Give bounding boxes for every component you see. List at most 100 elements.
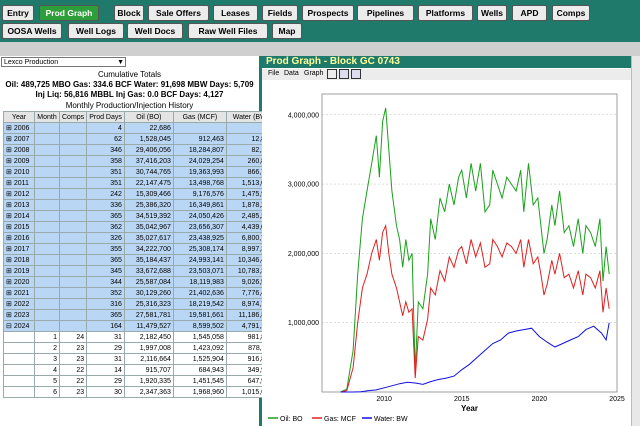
y-tick-label: 3,000,000 bbox=[288, 182, 319, 189]
nav-button-apd[interactable]: APD bbox=[512, 5, 547, 21]
expand-icon[interactable]: ⊞ bbox=[6, 158, 12, 165]
nav-button-platforms[interactable]: Platforms bbox=[418, 5, 473, 21]
menu-data[interactable]: Data bbox=[284, 70, 299, 77]
table-row[interactable]: 6 23 30 2,347,363 1,968,960 1,015,691 bbox=[3, 386, 276, 398]
nav-button-comps[interactable]: Comps bbox=[552, 5, 590, 21]
table-row[interactable]: ⊞ 2017 355 34,222,700 25,308,174 8,997,366 bbox=[3, 243, 276, 255]
expand-icon[interactable]: ⊞ bbox=[6, 169, 12, 176]
menu-graph[interactable]: Graph bbox=[304, 70, 324, 77]
table-cell: 33,672,688 bbox=[123, 265, 174, 277]
table-row[interactable]: ⊞ 2014 365 34,519,392 24,050,426 2,485,229 bbox=[3, 210, 276, 222]
nav-button-entry[interactable]: Entry bbox=[2, 5, 34, 21]
table-row[interactable]: 2 23 29 1,997,008 1,423,092 878,911 bbox=[3, 342, 276, 354]
table-row[interactable]: ⊞ 2013 336 25,386,320 16,349,861 1,878,217 bbox=[3, 199, 276, 211]
expand-icon[interactable]: ⊞ bbox=[6, 246, 12, 253]
collapse-icon[interactable]: ⊟ bbox=[6, 323, 12, 330]
expand-icon[interactable]: ⊞ bbox=[6, 312, 12, 319]
nav-button-well-logs[interactable]: Well Logs bbox=[68, 23, 124, 39]
nav-button-raw-well-files[interactable]: Raw Well Files bbox=[188, 23, 268, 39]
table-cell: ⊞ 2007 bbox=[3, 133, 35, 145]
print-icon[interactable] bbox=[327, 69, 337, 79]
table-row[interactable]: 4 22 14 915,707 684,943 349,960 bbox=[3, 364, 276, 376]
nav-button-prod-graph[interactable]: Prod Graph bbox=[39, 5, 99, 21]
table-cell: 29,406,056 bbox=[123, 144, 174, 156]
vertical-scrollbar[interactable] bbox=[631, 56, 640, 426]
table-row[interactable]: ⊞ 2006 4 22,686 bbox=[3, 122, 276, 134]
table-cell: 34,222,700 bbox=[123, 243, 174, 255]
table-cell: 14 bbox=[86, 364, 125, 376]
expand-icon[interactable]: ⊞ bbox=[6, 290, 12, 297]
zoom-icon[interactable] bbox=[351, 69, 361, 79]
table-row[interactable]: ⊞ 2016 326 35,027,617 23,438,925 6,800,722 bbox=[3, 232, 276, 244]
table-row[interactable]: ⊞ 2009 358 37,416,203 24,029,254 260,881 bbox=[3, 155, 276, 167]
table-cell: ⊞ 2020 bbox=[3, 276, 35, 288]
expand-icon[interactable]: ⊞ bbox=[6, 213, 12, 220]
table-cell: 2,116,664 bbox=[123, 353, 174, 365]
expand-icon[interactable]: ⊞ bbox=[6, 235, 12, 242]
nav-button-block[interactable]: Block bbox=[114, 5, 144, 21]
chart-icon[interactable] bbox=[339, 69, 349, 79]
table-row[interactable]: ⊞ 2018 365 35,184,437 24,993,141 10,346,459 bbox=[3, 254, 276, 266]
table-row[interactable]: 3 23 31 2,116,664 1,525,904 916,873 bbox=[3, 353, 276, 365]
table-row[interactable]: 1 24 31 2,182,450 1,545,058 981,838 bbox=[3, 331, 276, 343]
expand-icon[interactable]: ⊞ bbox=[6, 136, 12, 143]
nav-button-map[interactable]: Map bbox=[272, 23, 302, 39]
table-cell: 22 bbox=[58, 375, 88, 387]
nav-button-pipelines[interactable]: Pipelines bbox=[357, 5, 414, 21]
operator-select[interactable]: Lexco Production ▼ bbox=[1, 57, 126, 67]
column-header[interactable]: Comps bbox=[58, 111, 88, 123]
nav-button-leases[interactable]: Leases bbox=[213, 5, 258, 21]
expand-icon[interactable]: ⊞ bbox=[6, 268, 12, 275]
table-row[interactable]: ⊞ 2022 316 25,316,323 18,219,542 8,974,712 bbox=[3, 298, 276, 310]
column-header[interactable]: Oil (BO) bbox=[123, 111, 174, 123]
table-row[interactable]: ⊞ 2012 242 15,309,466 9,176,576 1,475,917 bbox=[3, 188, 276, 200]
history-title: Monthly Production/Injection History bbox=[65, 101, 194, 110]
column-header[interactable]: Month bbox=[34, 111, 60, 123]
table-cell: 1,545,058 bbox=[172, 331, 227, 343]
table-cell: 21,402,636 bbox=[172, 287, 227, 299]
table-row[interactable]: 5 22 29 1,920,335 1,451,545 647,919 bbox=[3, 375, 276, 387]
menu-file[interactable]: File bbox=[268, 70, 280, 77]
expand-icon[interactable]: ⊞ bbox=[6, 180, 12, 187]
expand-icon[interactable]: ⊞ bbox=[6, 279, 12, 286]
expand-icon[interactable]: ⊞ bbox=[6, 147, 12, 154]
table-cell bbox=[34, 122, 60, 134]
table-row[interactable]: ⊞ 2019 345 33,672,688 23,503,071 10,783,337 bbox=[3, 265, 276, 277]
production-chart: 1,000,000 2,000,000 3,000,000 4,000,000 2010… bbox=[262, 80, 631, 426]
expand-icon[interactable]: ⊞ bbox=[6, 224, 12, 231]
table-cell: 365 bbox=[86, 254, 125, 266]
nav-button-sale-offers[interactable]: Sale Offers bbox=[148, 5, 209, 21]
table-row[interactable]: ⊞ 2021 352 30,129,260 21,402,636 7,776,455 bbox=[3, 287, 276, 299]
cumulative-line2: Inj Liq: 56,816 MBBL Inj Gas: 0.0 BCF Da… bbox=[35, 90, 224, 99]
nav-button-well-docs[interactable]: Well Docs bbox=[127, 23, 183, 39]
table-cell: ⊞ 2012 bbox=[3, 188, 35, 200]
table-row[interactable]: ⊞ 2023 365 27,581,781 19,581,661 11,186,875 bbox=[3, 309, 276, 321]
series-line-1 bbox=[340, 223, 610, 393]
column-header[interactable]: Gas (MCF) bbox=[172, 111, 227, 123]
table-cell: 1,968,960 bbox=[172, 386, 227, 398]
expand-icon[interactable]: ⊞ bbox=[6, 191, 12, 198]
nav-button-prospects[interactable]: Prospects bbox=[302, 5, 354, 21]
expand-icon[interactable]: ⊞ bbox=[6, 257, 12, 264]
column-header[interactable]: Prod Days bbox=[86, 111, 125, 123]
table-row[interactable]: ⊞ 2015 362 35,042,967 23,656,307 4,439,054 bbox=[3, 221, 276, 233]
table-cell: 8,599,502 bbox=[172, 320, 227, 332]
table-cell bbox=[34, 265, 60, 277]
nav-button-oosa-wells[interactable]: OOSA Wells bbox=[2, 23, 62, 39]
y-tick-label: 4,000,000 bbox=[288, 112, 319, 119]
expand-icon[interactable]: ⊞ bbox=[6, 202, 12, 209]
nav-button-wells[interactable]: Wells bbox=[477, 5, 507, 21]
expand-icon[interactable]: ⊞ bbox=[6, 125, 12, 132]
nav-button-fields[interactable]: Fields bbox=[262, 5, 298, 21]
table-row[interactable]: ⊟ 2024 164 11,479,527 8,599,502 4,791,192 bbox=[3, 320, 276, 332]
cumulative-title: Cumulative Totals bbox=[98, 70, 161, 79]
expand-icon[interactable]: ⊞ bbox=[6, 301, 12, 308]
table-row[interactable]: ⊞ 2020 344 25,587,084 18,119,983 9,026,521 bbox=[3, 276, 276, 288]
table-cell: 365 bbox=[86, 210, 125, 222]
table-cell: 16,349,861 bbox=[172, 199, 227, 211]
table-row[interactable]: ⊞ 2011 351 22,147,475 13,498,768 1,513,020 bbox=[3, 177, 276, 189]
table-row[interactable]: ⊞ 2010 351 30,744,765 19,363,993 866,759 bbox=[3, 166, 276, 178]
column-header[interactable]: Year bbox=[3, 111, 35, 123]
